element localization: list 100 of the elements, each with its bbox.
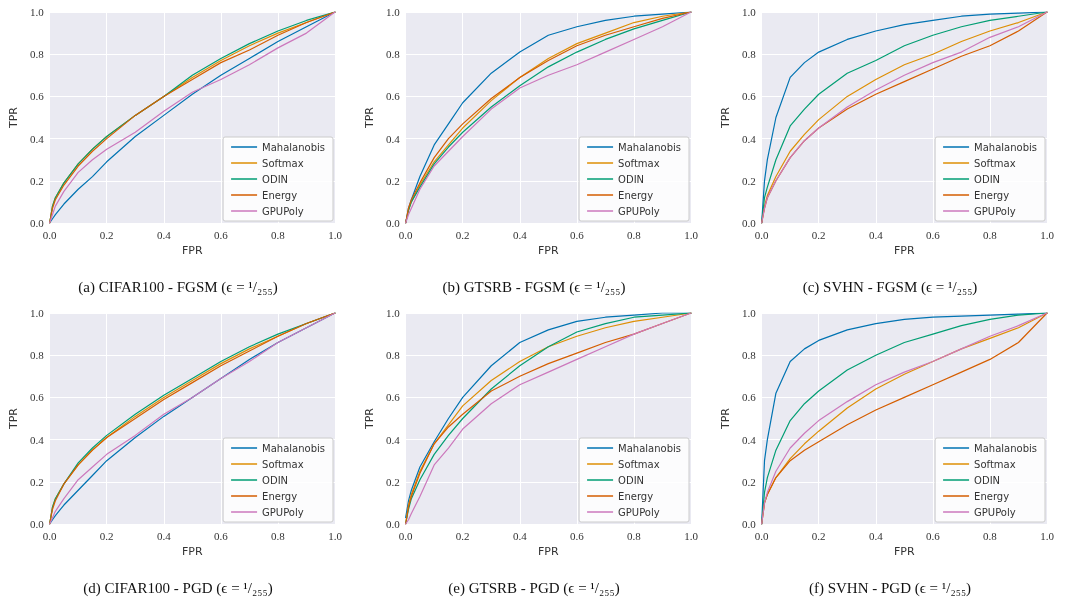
legend-label: Mahalanobis bbox=[618, 442, 681, 454]
y-tick-label: 0.6 bbox=[29, 391, 45, 404]
y-tick-label: 1.0 bbox=[29, 307, 45, 319]
y-tick-label: 0.0 bbox=[385, 217, 401, 229]
y-tick-label: 0.0 bbox=[385, 518, 401, 530]
x-tick-label: 0.2 bbox=[455, 228, 470, 241]
x-tick-label: 0.8 bbox=[271, 228, 286, 241]
y-tick-label: 0.4 bbox=[741, 433, 757, 446]
x-axis-title: FPR bbox=[894, 243, 915, 257]
y-axis-title: TPR bbox=[719, 407, 732, 430]
x-axis-title: FPR bbox=[894, 544, 915, 558]
legend-label: ODIN bbox=[974, 173, 1001, 185]
y-tick-label: 0.2 bbox=[29, 475, 44, 488]
y-axis-title: TPR bbox=[363, 106, 376, 129]
x-tick-label: 1.0 bbox=[684, 529, 699, 542]
y-tick-label: 0.0 bbox=[741, 518, 757, 530]
x-tick-label: 0.2 bbox=[455, 529, 470, 542]
x-tick-label: 0.0 bbox=[42, 228, 58, 241]
x-tick-label: 0.6 bbox=[213, 228, 229, 241]
x-tick-label: 0.6 bbox=[569, 228, 585, 241]
x-tick-label: 0.4 bbox=[156, 529, 172, 542]
y-tick-label: 0.8 bbox=[29, 349, 45, 362]
text: (a) CIFAR100 - FGSM (ϵ = ¹/₂₅₅) bbox=[78, 278, 278, 296]
y-tick-label: 1.0 bbox=[741, 6, 757, 18]
y-tick-label: 0.4 bbox=[29, 433, 45, 446]
legend-label: GPUPoly bbox=[974, 506, 1016, 518]
y-tick-label: 0.4 bbox=[29, 132, 45, 145]
legend-label: Mahalanobis bbox=[974, 442, 1037, 454]
legend-label: ODIN bbox=[262, 474, 289, 486]
x-tick-label: 0.2 bbox=[99, 228, 114, 241]
legend-label: Softmax bbox=[262, 157, 304, 169]
legend-label: GPUPoly bbox=[618, 506, 660, 518]
legend-label: Mahalanobis bbox=[618, 141, 681, 153]
y-tick-label: 1.0 bbox=[385, 307, 401, 319]
legend-label: ODIN bbox=[618, 474, 645, 486]
x-tick-label: 0.4 bbox=[868, 228, 884, 241]
y-axis-title: TPR bbox=[719, 106, 732, 129]
y-tick-label: 0.8 bbox=[385, 349, 401, 362]
y-tick-label: 0.2 bbox=[741, 475, 756, 488]
x-tick-label: 0.8 bbox=[627, 228, 642, 241]
legend-label: Softmax bbox=[618, 157, 660, 169]
x-tick-label: 0.8 bbox=[983, 529, 998, 542]
x-axis-title: FPR bbox=[182, 544, 203, 558]
x-tick-label: 0.8 bbox=[983, 228, 998, 241]
x-tick-label: 1.0 bbox=[684, 228, 699, 241]
y-tick-label: 1.0 bbox=[29, 6, 45, 18]
text: (b) GTSRB - FGSM (ϵ = ¹/₂₅₅) bbox=[442, 278, 626, 296]
x-tick-label: 0.4 bbox=[156, 228, 172, 241]
x-tick-label: 0.4 bbox=[868, 529, 884, 542]
x-tick-label: 0.0 bbox=[754, 529, 770, 542]
legend-label: Mahalanobis bbox=[262, 141, 325, 153]
y-tick-label: 0.0 bbox=[29, 518, 45, 530]
legend-label: Softmax bbox=[262, 458, 304, 470]
x-tick-label: 1.0 bbox=[328, 228, 343, 241]
y-axis-title: TPR bbox=[363, 407, 376, 430]
y-tick-label: 0.0 bbox=[741, 217, 757, 229]
legend-label: GPUPoly bbox=[262, 205, 304, 217]
y-tick-label: 0.6 bbox=[385, 391, 401, 404]
x-tick-label: 0.6 bbox=[569, 529, 585, 542]
x-tick-label: 0.6 bbox=[213, 529, 229, 542]
x-tick-label: 0.2 bbox=[99, 529, 114, 542]
x-tick-label: 0.0 bbox=[42, 529, 58, 542]
x-tick-label: 0.4 bbox=[512, 228, 528, 241]
legend-label: GPUPoly bbox=[262, 506, 304, 518]
legend-label: ODIN bbox=[618, 173, 645, 185]
legend-label: Energy bbox=[618, 189, 654, 201]
x-axis-title: FPR bbox=[182, 243, 203, 257]
legend-label: Energy bbox=[262, 189, 298, 201]
y-tick-label: 1.0 bbox=[385, 6, 401, 18]
legend-label: Softmax bbox=[974, 458, 1016, 470]
y-tick-label: 0.8 bbox=[29, 48, 45, 61]
legend-label: Energy bbox=[974, 490, 1010, 502]
x-tick-label: 0.0 bbox=[398, 529, 414, 542]
y-tick-label: 0.0 bbox=[29, 217, 45, 229]
legend-label: Softmax bbox=[974, 157, 1016, 169]
y-tick-label: 0.6 bbox=[385, 90, 401, 103]
y-axis-title: TPR bbox=[7, 106, 20, 129]
legend-label: GPUPoly bbox=[618, 205, 660, 217]
y-tick-label: 0.4 bbox=[385, 433, 401, 446]
legend-label: ODIN bbox=[974, 474, 1001, 486]
y-tick-label: 0.8 bbox=[741, 48, 757, 61]
x-tick-label: 0.2 bbox=[811, 228, 826, 241]
legend-label: Softmax bbox=[618, 458, 660, 470]
x-tick-label: 0.0 bbox=[398, 228, 414, 241]
y-tick-label: 0.4 bbox=[741, 132, 757, 145]
y-tick-label: 0.4 bbox=[385, 132, 401, 145]
x-tick-label: 0.2 bbox=[811, 529, 826, 542]
y-tick-label: 0.2 bbox=[29, 174, 44, 187]
text: (c) SVHN - FGSM (ϵ = ¹/₂₅₅) bbox=[802, 278, 978, 296]
x-tick-label: 0.6 bbox=[925, 529, 941, 542]
x-tick-label: 1.0 bbox=[1040, 228, 1055, 241]
y-tick-label: 0.8 bbox=[741, 349, 757, 362]
x-tick-label: 1.0 bbox=[1040, 529, 1055, 542]
y-tick-label: 0.6 bbox=[741, 90, 757, 103]
x-tick-label: 0.8 bbox=[627, 529, 642, 542]
legend-label: Mahalanobis bbox=[262, 442, 325, 454]
y-tick-label: 0.2 bbox=[741, 174, 756, 187]
y-tick-label: 1.0 bbox=[741, 307, 757, 319]
text: (e) GTSRB - PGD (ϵ = ¹/₂₅₅) bbox=[448, 579, 620, 597]
y-tick-label: 0.2 bbox=[385, 475, 400, 488]
